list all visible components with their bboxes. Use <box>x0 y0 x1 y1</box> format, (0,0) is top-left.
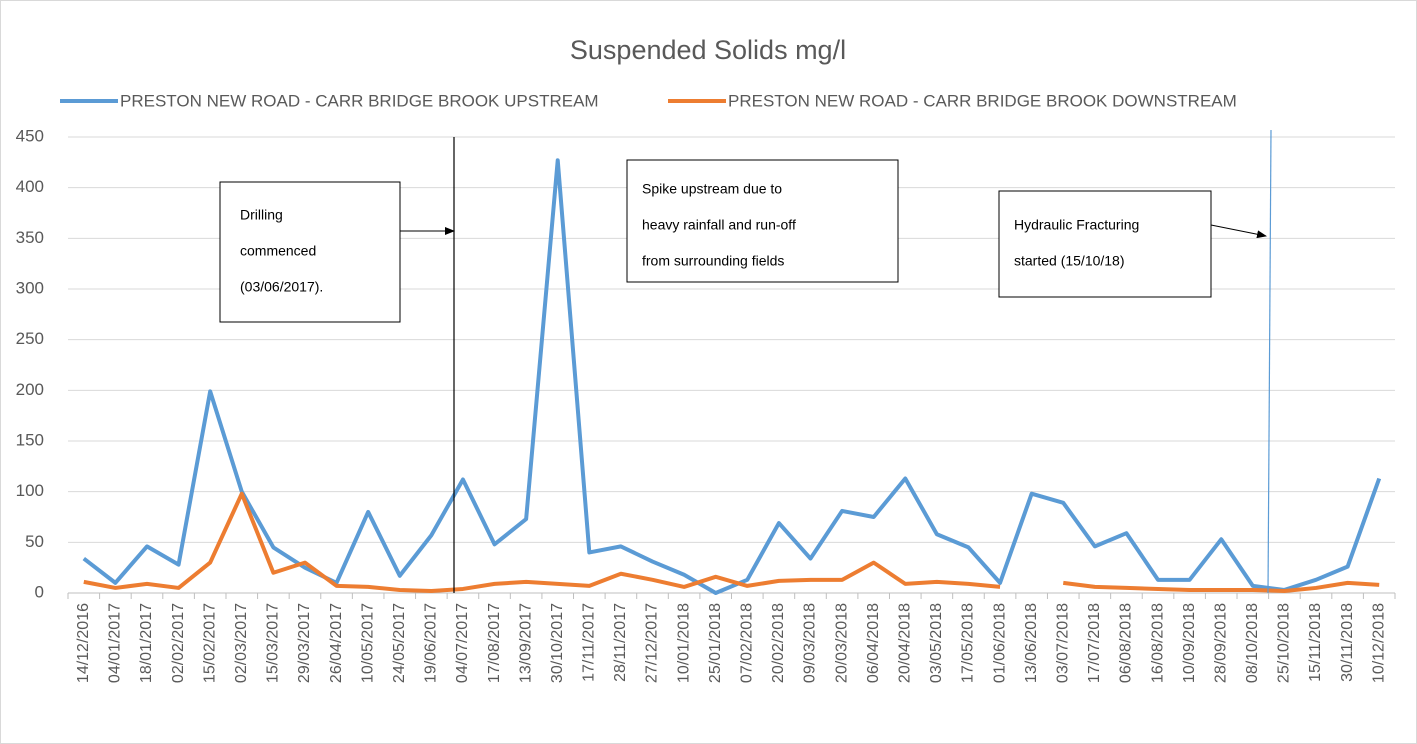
x-tick-label: 02/03/2017 <box>233 603 250 683</box>
annotation-box <box>219 181 401 323</box>
x-tick-label: 20/02/2018 <box>770 603 787 683</box>
x-tick-label: 24/05/2017 <box>391 603 408 683</box>
x-tick-label: 28/09/2018 <box>1212 603 1229 683</box>
y-tick-label: 300 <box>16 278 44 297</box>
legend-label: PRESTON NEW ROAD - CARR BRIDGE BROOK DOW… <box>728 91 1237 110</box>
x-tick-label: 27/12/2017 <box>644 603 661 683</box>
x-tick-label: 04/01/2017 <box>107 603 124 683</box>
fracturing-line <box>1267 129 1272 594</box>
x-tick-label: 02/02/2017 <box>170 603 187 683</box>
x-tick-label: 13/09/2017 <box>517 603 534 683</box>
x-tick-label: 26/04/2017 <box>328 603 345 683</box>
plot-area: 0 50 100 150 200 250 300 350 400 450 14/12/2016 04/… <box>16 126 1396 683</box>
annotation-text: started (15/10/18) <box>1014 253 1125 269</box>
x-tick-label: 13/06/2018 <box>1023 603 1040 683</box>
x-tick-label: 01/06/2018 <box>991 603 1008 683</box>
annotation-text: Drilling <box>240 207 283 223</box>
y-tick-label: 100 <box>16 481 44 500</box>
x-tick-label: 28/11/2017 <box>612 603 629 682</box>
x-tick-label: 15/11/2018 <box>1307 603 1324 682</box>
x-tick-label: 20/04/2018 <box>896 603 913 683</box>
annotation-text: from surrounding fields <box>642 253 784 269</box>
x-tick-label: 18/01/2017 <box>138 603 155 683</box>
y-tick-label: 200 <box>16 380 44 399</box>
annotation-arrow <box>1210 224 1267 239</box>
y-tick-label: 400 <box>16 177 44 196</box>
x-tick-label: 17/08/2017 <box>486 603 503 683</box>
y-tick-label: 250 <box>16 329 44 348</box>
x-tick-label: 10/01/2018 <box>675 603 692 683</box>
y-tick-label: 150 <box>16 430 44 449</box>
x-tick-label: 14/12/2016 <box>75 603 92 683</box>
annotation-text: commenced <box>240 243 316 259</box>
annotation-text: Hydraulic Fracturing <box>1014 217 1139 233</box>
x-tick-label: 30/11/2018 <box>1339 603 1356 682</box>
x-tick-label: 06/08/2018 <box>1118 603 1135 683</box>
x-tick-label: 25/01/2018 <box>707 603 724 683</box>
x-tick-label: 04/07/2017 <box>454 603 471 683</box>
x-tick-label: 10/09/2018 <box>1181 603 1198 683</box>
x-tick-label: 03/07/2018 <box>1054 603 1071 683</box>
chart-title: Suspended Solids mg/l <box>570 35 846 65</box>
x-tick-label: 20/03/2018 <box>833 603 850 683</box>
x-tick-label: 17/07/2018 <box>1086 603 1103 683</box>
annotation-box <box>626 159 899 283</box>
x-tick-label: 19/06/2017 <box>423 603 440 683</box>
x-tick-label: 10/12/2018 <box>1370 603 1387 683</box>
annotation-box <box>998 190 1212 298</box>
series-line <box>83 491 1380 593</box>
y-tick-label: 0 <box>35 582 44 601</box>
annotation-text: heavy rainfall and run-off <box>642 217 796 233</box>
annotation-text: (03/06/2017). <box>240 279 323 295</box>
x-tick-label: 08/10/2018 <box>1244 603 1261 683</box>
x-tick-label: 10/05/2017 <box>359 603 376 683</box>
x-tick-label: 17/11/2017 <box>581 603 598 682</box>
legend-label: PRESTON NEW ROAD - CARR BRIDGE BROOK UPS… <box>120 91 599 110</box>
x-tick-label: 30/10/2017 <box>549 603 566 683</box>
x-tick-label: 07/02/2018 <box>739 603 756 683</box>
x-tick-label: 06/04/2018 <box>865 603 882 683</box>
x-tick-label: 09/03/2018 <box>802 603 819 683</box>
x-tick-label: 29/03/2017 <box>296 603 313 683</box>
x-tick-label: 25/10/2018 <box>1276 603 1293 683</box>
x-tick-label: 03/05/2018 <box>928 603 945 683</box>
annotation-text: Spike upstream due to <box>642 181 782 197</box>
x-tick-label: 15/02/2017 <box>201 603 218 683</box>
y-tick-label: 450 <box>16 126 44 145</box>
x-tick-label: 17/05/2018 <box>960 603 977 683</box>
y-tick-label: 50 <box>25 532 44 551</box>
x-tick-label: 15/03/2017 <box>265 603 282 683</box>
y-tick-label: 350 <box>16 228 44 247</box>
x-tick-label: 16/08/2018 <box>1149 603 1166 683</box>
